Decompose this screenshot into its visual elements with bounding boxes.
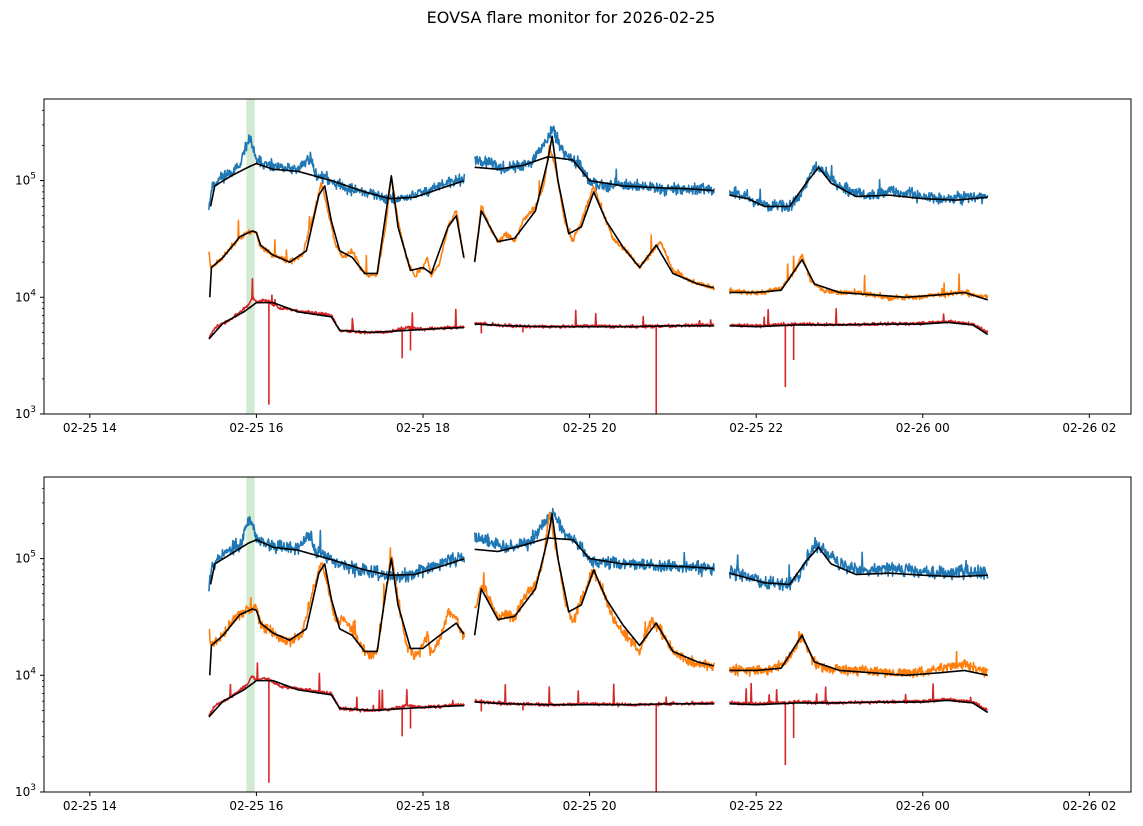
y-tick-label: 103 <box>15 405 36 421</box>
x-tick-label: 02-25 20 <box>563 421 617 435</box>
plot-area <box>208 125 989 414</box>
y-tick-label: 104 <box>15 288 36 304</box>
x-tick-label: 02-26 02 <box>1062 799 1116 813</box>
y-tick-exponent: 4 <box>30 288 36 298</box>
smoothed-line-high-band <box>209 155 988 208</box>
x-tick-label: 02-25 20 <box>563 799 617 813</box>
flare-highlight-span <box>246 477 255 792</box>
y-tick-exponent: 4 <box>30 666 36 676</box>
axes-frame <box>43 98 1132 415</box>
series-line-low-band <box>208 277 989 340</box>
y-tick-label: 105 <box>15 172 36 188</box>
y-tick-base: 10 <box>15 290 30 304</box>
plot-area <box>208 507 989 792</box>
x-tick-label: 02-25 16 <box>229 799 283 813</box>
smoothed-line-mid-band <box>208 513 988 677</box>
y-tick-label: 104 <box>15 666 36 682</box>
smoothed-line-low-band <box>208 301 989 340</box>
y-tick-base: 10 <box>15 407 30 421</box>
series-line-mid-band <box>208 511 989 679</box>
y-tick-base: 10 <box>15 552 30 566</box>
x-tick-label: 02-25 22 <box>729 799 783 813</box>
flare-highlight-span <box>246 99 255 414</box>
x-tick-label: 02-26 00 <box>896 799 950 813</box>
y-tick-base: 10 <box>15 785 30 799</box>
figure-title: EOVSA flare monitor for 2026-02-25 <box>427 8 716 27</box>
x-tick-label: 02-25 22 <box>729 421 783 435</box>
series-line-mid-band <box>208 144 989 302</box>
smoothed-line-high-band <box>209 537 988 586</box>
x-tick-label: 02-25 14 <box>63 421 117 435</box>
y-tick-exponent: 3 <box>30 783 36 793</box>
bottom-panel: 02-25 14 02-25 16 02-25 18 02-25 20 02-25 22… <box>15 476 1132 813</box>
x-tick-label: 02-26 02 <box>1062 421 1116 435</box>
x-tick-label: 02-25 14 <box>63 799 117 813</box>
axes-frame <box>43 476 1132 793</box>
x-tick-label: 02-25 18 <box>396 421 450 435</box>
y-tick-label: 103 <box>15 783 36 799</box>
y-tick-exponent: 5 <box>30 550 36 560</box>
y-tick-label: 105 <box>15 550 36 566</box>
top-panel: 02-25 14 02-25 16 02-25 18 02-25 20 02-25 22… <box>15 98 1132 435</box>
x-tick-label: 02-26 00 <box>896 421 950 435</box>
y-tick-base: 10 <box>15 668 30 682</box>
smoothed-line-mid-band <box>208 135 988 301</box>
smoothed-line-low-band <box>208 679 989 718</box>
y-tick-base: 10 <box>15 174 30 188</box>
y-tick-exponent: 5 <box>30 172 36 182</box>
y-tick-exponent: 3 <box>30 405 36 415</box>
x-tick-label: 02-25 16 <box>229 421 283 435</box>
x-tick-label: 02-25 18 <box>396 799 450 813</box>
